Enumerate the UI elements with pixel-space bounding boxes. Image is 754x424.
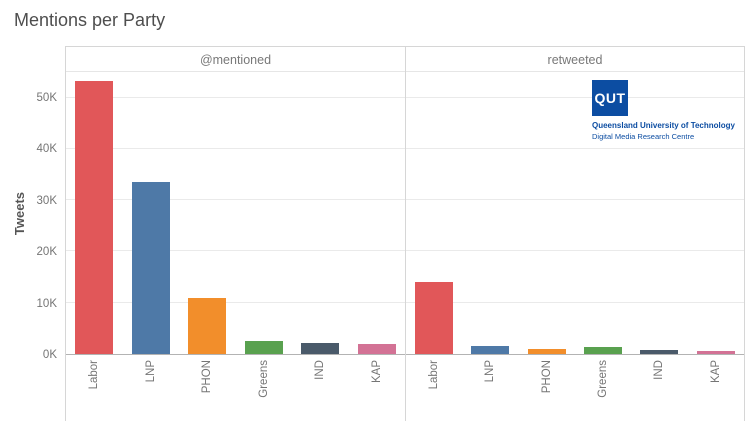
x-axis-labels-retweeted: Labor LNP PHON Greens IND KAP [406, 355, 744, 421]
x-label-slot: Labor [406, 355, 462, 421]
bar-retweeted-lnp[interactable] [471, 345, 510, 354]
bar-slot [292, 72, 349, 354]
y-tick-label: 0K [42, 349, 57, 361]
qut-logo-mark: QUT [592, 80, 628, 116]
qut-logo-line1: Queensland University of Technology [592, 121, 735, 130]
x-label-slot: IND [631, 355, 687, 421]
bar-mentioned-greens[interactable] [244, 341, 283, 354]
bar-mentioned-labor[interactable] [75, 81, 114, 354]
gridline [66, 199, 405, 201]
y-tick-label: 20K [36, 246, 57, 259]
x-label-slot: Greens [236, 355, 293, 421]
bar-retweeted-ind[interactable] [640, 349, 679, 354]
chart-title: Mentions per Party [14, 10, 166, 30]
qut-logo-text: QUT [594, 90, 626, 106]
x-tick-label-lnp: LNP [144, 360, 157, 383]
bar-slot [575, 72, 631, 354]
gridline [66, 147, 405, 149]
bar-slot [236, 72, 293, 354]
x-tick-label-phon: PHON [201, 360, 214, 394]
x-tick-label-greens: Greens [257, 360, 270, 398]
gridline [406, 96, 744, 98]
bar-slot [66, 72, 123, 354]
bar-slot [519, 72, 575, 354]
bar-retweeted-kap[interactable] [696, 351, 735, 354]
y-axis-ticks: 0K 10K 20K 30K 40K 50K [0, 72, 57, 361]
plot-retweeted: QUT Queensland University of Technology … [406, 72, 744, 355]
gridline [406, 301, 744, 303]
x-tick-label-ind: IND [314, 360, 327, 380]
x-label-slot: Greens [575, 355, 631, 421]
panel-header-retweeted: retweeted [406, 46, 744, 72]
bar-mentioned-kap[interactable] [357, 343, 396, 354]
x-tick-label-kap: KAP [709, 360, 722, 384]
bar-slot [688, 72, 744, 354]
x-label-slot: PHON [519, 355, 575, 421]
gridline [66, 250, 405, 252]
y-tick-label: 30K [36, 194, 57, 207]
panel-header-mentioned: @mentioned [66, 46, 405, 72]
bar-mentioned-phon[interactable] [188, 298, 227, 354]
bars-retweeted [406, 72, 744, 354]
y-tick-label: 50K [36, 91, 57, 104]
x-label-slot: PHON [179, 355, 236, 421]
gridline [66, 96, 405, 98]
bar-mentioned-lnp[interactable] [131, 181, 170, 354]
bar-slot [406, 72, 462, 354]
x-label-slot: Labor [66, 355, 123, 421]
x-axis-labels-mentioned: Labor LNP PHON Greens IND KAP [66, 355, 405, 421]
panels: @mentioned Labor LNP PHON Greens IND KAP retw… [65, 46, 745, 421]
x-tick-label-lnp: LNP [484, 360, 497, 383]
bar-slot [349, 72, 406, 354]
plot-mentioned [66, 72, 405, 355]
x-tick-label-labor: Labor [428, 360, 441, 390]
bar-slot [123, 72, 180, 354]
y-tick-label: 40K [36, 143, 57, 156]
gridline [66, 301, 405, 303]
x-label-slot: LNP [123, 355, 180, 421]
bar-retweeted-phon[interactable] [527, 348, 566, 354]
bar-slot [462, 72, 518, 354]
gridline [406, 199, 744, 201]
x-label-slot: KAP [688, 355, 744, 421]
bar-retweeted-greens[interactable] [584, 346, 623, 354]
x-tick-label-ind: IND [653, 360, 666, 380]
bar-slot [631, 72, 687, 354]
y-tick-label: 10K [36, 297, 57, 310]
x-label-slot: IND [292, 355, 349, 421]
qut-logo: QUT Queensland University of Technology … [592, 80, 744, 141]
gridline [406, 250, 744, 252]
x-label-slot: KAP [349, 355, 406, 421]
panel-mentioned: @mentioned Labor LNP PHON Greens IND KAP [65, 46, 405, 421]
panel-retweeted: retweeted QUT Queensland University of T… [405, 46, 745, 421]
qut-logo-line2: Digital Media Research Centre [592, 132, 695, 141]
x-tick-label-kap: KAP [370, 360, 383, 384]
x-tick-label-greens: Greens [597, 360, 610, 398]
gridline [406, 147, 744, 149]
bar-slot [179, 72, 236, 354]
bar-retweeted-labor[interactable] [415, 281, 454, 354]
x-label-slot: LNP [462, 355, 518, 421]
bars-mentioned [66, 72, 405, 354]
x-tick-label-phon: PHON [540, 360, 553, 394]
bar-mentioned-ind[interactable] [301, 342, 340, 354]
x-tick-label-labor: Labor [88, 360, 101, 390]
